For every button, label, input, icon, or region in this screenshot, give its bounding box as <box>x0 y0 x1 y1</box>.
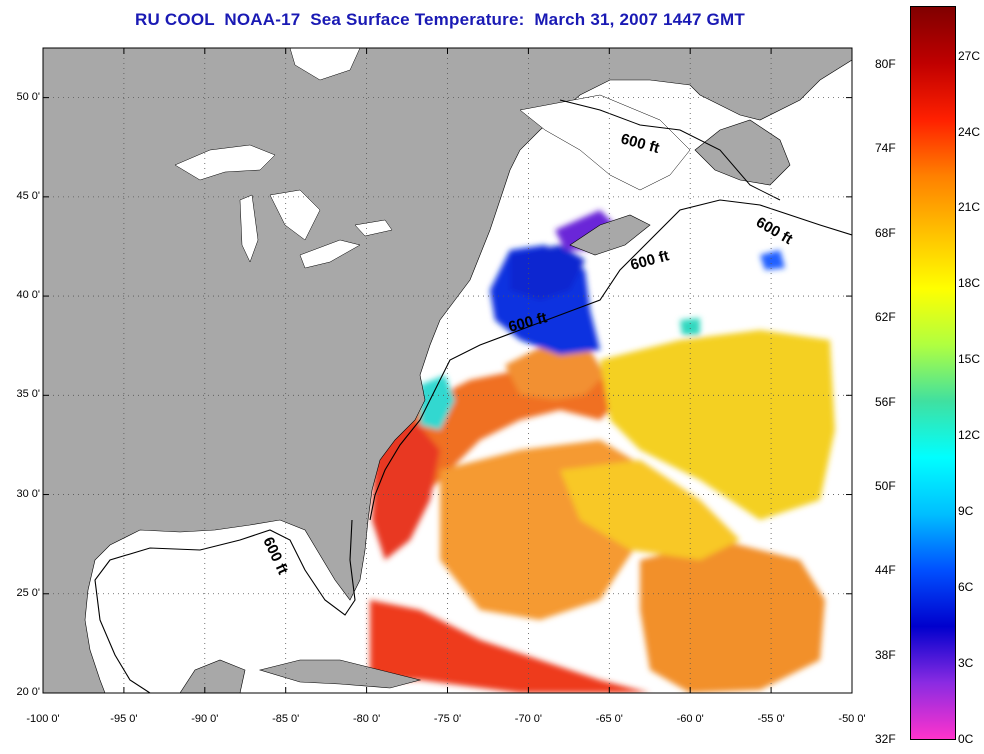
colorbar-c-label: 24C <box>958 124 981 139</box>
sst-field <box>370 210 835 693</box>
lat-tick-label: 50 0' <box>16 90 40 103</box>
axis-ticks <box>42 48 853 694</box>
lon-tick-label: -95 0' <box>110 713 138 725</box>
colorbar-f-label: 68F <box>875 225 896 240</box>
warm-eddy <box>505 345 605 400</box>
lake-huron <box>269 189 321 241</box>
lon-tick-label: -90 0' <box>191 713 219 725</box>
lon-tick-label: -75 0' <box>433 713 462 725</box>
cyan-patch-east <box>680 318 700 335</box>
colorbar-c-label: 12C <box>958 428 981 443</box>
slope-cyan <box>420 375 455 430</box>
yellow-mid <box>560 460 740 560</box>
small-blue-east <box>760 250 785 270</box>
lake-michigan <box>239 194 259 263</box>
colorbar-c-label: 3C <box>958 656 974 671</box>
lake-erie <box>299 239 361 269</box>
st-lawrence-gulf <box>519 94 691 191</box>
colorbar-c-label: 6C <box>958 580 974 595</box>
lon-tick-label: -55 0' <box>757 713 785 725</box>
colorbar-f-label: 50F <box>875 478 896 493</box>
colorbar-c-label: 15C <box>958 352 981 367</box>
colorbar-f-label: 56F <box>875 394 896 409</box>
lat-tick-label: 35 0' <box>16 388 40 401</box>
eastern-yellow <box>600 330 835 520</box>
colorbar-c-label: 21C <box>958 200 981 215</box>
great-lakes <box>174 48 691 269</box>
lat-tick-label: 30 0' <box>16 487 40 500</box>
colorbar-f-label: 74F <box>875 141 896 156</box>
lat-tick-label: 25 0' <box>16 586 40 599</box>
colorbar-f-label: 80F <box>875 57 896 72</box>
cuba <box>258 659 422 689</box>
colorbar-f-label: 32F <box>875 732 896 746</box>
lake-ontario <box>354 219 393 237</box>
colorbar-c-label: 9C <box>958 504 974 519</box>
lat-tick-label: 20 0' <box>16 686 40 698</box>
colorbar-f-label: 38F <box>875 647 896 662</box>
depth-contour-600ft-north <box>559 99 781 201</box>
colorbar-c-label: 18C <box>958 276 981 291</box>
lon-tick-label: -65 0' <box>595 713 623 725</box>
southern-red-band <box>370 600 650 693</box>
nova-scotia <box>569 214 651 256</box>
lon-tick-label: -70 0' <box>514 713 542 725</box>
lon-tick-label: -50 0' <box>838 713 866 725</box>
lon-tick-label: -80 0' <box>353 713 381 725</box>
lat-tick-label: 40 0' <box>16 289 40 302</box>
newfoundland <box>694 119 791 186</box>
east-orange-south <box>640 540 825 693</box>
colorbar-f-label: 44F <box>875 563 896 578</box>
map-title: RU COOL NOAA-17 Sea Surface Temperature:… <box>135 10 745 29</box>
temperature-colorbar <box>910 6 956 740</box>
lon-tick-label: -85 0' <box>272 713 300 725</box>
colorbar-c-label: 27C <box>958 48 981 63</box>
lake-superior <box>174 144 276 181</box>
lat-tick-label: 45 0' <box>16 189 40 202</box>
colorbar-f-label: 62F <box>875 310 896 325</box>
colorbar-c-label: 0C <box>958 732 974 746</box>
florida-straits-warm <box>372 420 440 560</box>
depth-contour-600ft <box>94 199 852 693</box>
hudson-bay-inlet <box>289 48 361 81</box>
lon-tick-label: -100 0' <box>26 713 60 725</box>
lon-tick-label: -60 0' <box>676 713 704 725</box>
yucatan <box>179 659 246 693</box>
